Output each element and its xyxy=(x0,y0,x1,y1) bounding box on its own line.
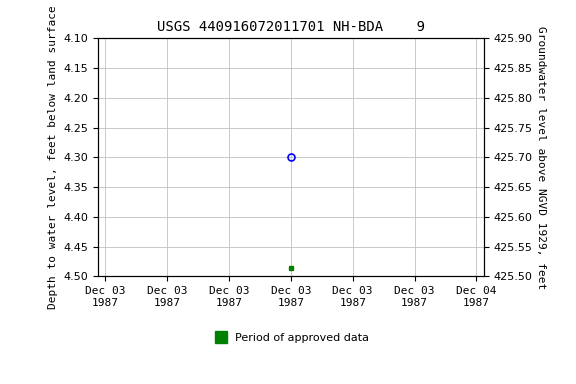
Title: USGS 440916072011701 NH-BDA    9: USGS 440916072011701 NH-BDA 9 xyxy=(157,20,425,35)
Legend: Period of approved data: Period of approved data xyxy=(209,328,373,347)
Y-axis label: Depth to water level, feet below land surface: Depth to water level, feet below land su… xyxy=(48,5,58,310)
Y-axis label: Groundwater level above NGVD 1929, feet: Groundwater level above NGVD 1929, feet xyxy=(536,26,547,289)
